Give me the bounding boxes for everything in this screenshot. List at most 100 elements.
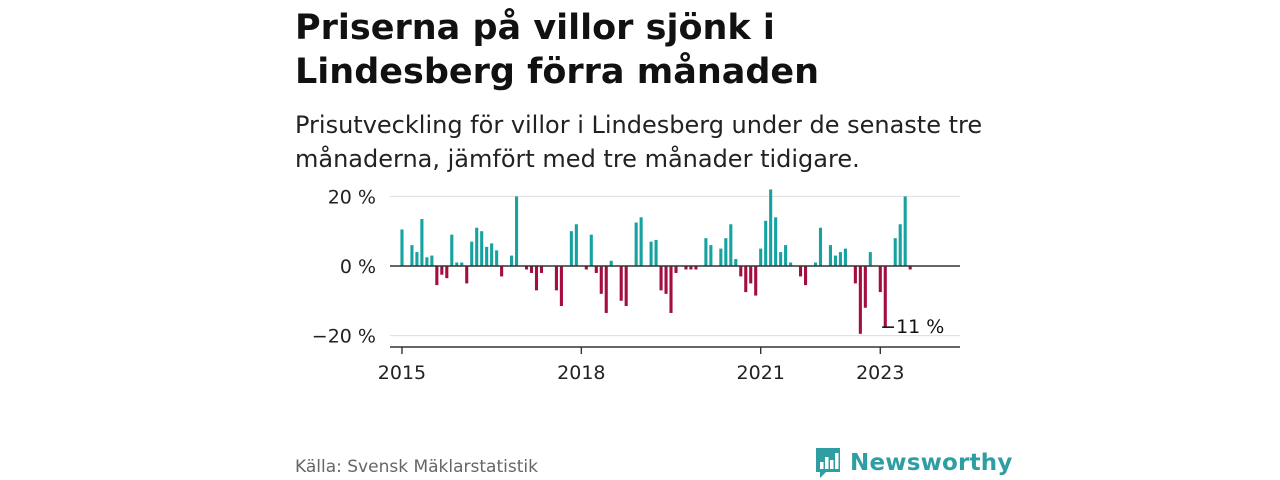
bar	[455, 262, 459, 266]
bar	[460, 262, 464, 266]
bar	[524, 266, 529, 270]
bar-chart: 20 % 0 % −20 %2015 2018 2021 2023 −11 %	[312, 186, 960, 384]
bar	[898, 224, 902, 266]
bar	[769, 189, 773, 266]
bar	[649, 241, 653, 266]
bar	[883, 266, 887, 327]
bar	[554, 266, 558, 291]
bar	[490, 243, 494, 266]
bar	[539, 266, 544, 273]
bar	[529, 266, 534, 273]
bar	[749, 266, 753, 284]
bar	[604, 266, 608, 313]
bar	[599, 266, 603, 294]
bar	[754, 266, 758, 296]
bar	[654, 239, 658, 266]
bar	[908, 266, 912, 270]
x-tick-label: 2021	[737, 362, 785, 384]
bar	[480, 231, 484, 266]
chart-title: Priserna på villor sjönk i Lindesberg fö…	[295, 8, 820, 92]
bar	[475, 227, 479, 266]
bar	[559, 266, 563, 306]
bar	[589, 234, 593, 266]
bar	[445, 266, 449, 279]
bar	[569, 231, 573, 266]
y-tick-label: −20 %	[312, 326, 376, 348]
bar	[813, 262, 818, 266]
bar	[709, 245, 713, 266]
bars	[400, 189, 912, 334]
bar	[510, 255, 514, 266]
bar	[804, 266, 808, 286]
gridlines	[390, 195, 960, 337]
newsworthy-logo-icon	[816, 448, 840, 478]
bar	[694, 266, 698, 270]
bar	[435, 266, 439, 286]
bar	[470, 241, 474, 266]
bar	[878, 266, 882, 293]
bar	[609, 260, 613, 266]
bar	[724, 238, 728, 266]
bar	[574, 224, 578, 266]
bar	[420, 219, 424, 266]
chart-subtitle: Prisutveckling för villor i Lindesberg u…	[295, 111, 983, 173]
bar	[734, 259, 738, 266]
x-tick-label: 2018	[557, 362, 605, 384]
bar	[759, 248, 763, 266]
bar	[664, 266, 668, 294]
bar	[774, 217, 778, 266]
bar	[465, 266, 469, 284]
bar	[659, 266, 663, 291]
bar	[430, 255, 434, 266]
bar	[450, 234, 454, 266]
bar	[619, 266, 623, 301]
bar	[799, 266, 803, 277]
bar	[903, 196, 907, 266]
bar	[779, 252, 783, 266]
bar	[863, 266, 867, 308]
bar	[400, 229, 404, 266]
source-note: Källa: Svensk Mäklarstatistik	[295, 457, 538, 477]
bar	[853, 266, 857, 284]
newsworthy-brand[interactable]: Newsworthy	[814, 446, 1013, 480]
bar	[858, 266, 862, 334]
bar	[515, 196, 519, 266]
bar	[415, 252, 419, 266]
bar	[534, 266, 539, 291]
bar	[500, 266, 504, 277]
labels: 20 % 0 % −20 %2015 2018 2021 2023 −11 %	[312, 186, 945, 384]
bar	[744, 266, 748, 293]
bar	[764, 220, 768, 266]
bar	[639, 217, 643, 266]
bar	[784, 245, 788, 266]
y-tick-label: 0 %	[340, 256, 376, 278]
bar	[684, 266, 688, 270]
bar	[818, 227, 823, 266]
bar	[440, 266, 444, 275]
bar	[868, 252, 872, 266]
brand-name: Newsworthy	[850, 450, 1013, 476]
bar	[704, 238, 708, 266]
bar	[893, 238, 897, 266]
bar	[843, 248, 847, 266]
x-tick-label: 2023	[856, 362, 904, 384]
bar	[833, 255, 837, 266]
last-value-annotation: −11 %	[880, 316, 944, 338]
bar	[485, 246, 489, 266]
bar	[624, 266, 628, 306]
y-tick-label: 20 %	[328, 186, 376, 208]
bar	[669, 266, 673, 313]
axes	[390, 265, 960, 354]
bar	[410, 245, 414, 266]
bar	[584, 266, 588, 270]
bar	[425, 257, 429, 266]
bar	[495, 250, 499, 266]
bar	[719, 248, 723, 266]
bar	[689, 266, 693, 270]
bar	[729, 224, 733, 266]
bar	[789, 262, 793, 266]
bar	[739, 266, 743, 277]
bar	[838, 252, 842, 266]
bar	[634, 222, 638, 266]
bar	[594, 266, 598, 273]
